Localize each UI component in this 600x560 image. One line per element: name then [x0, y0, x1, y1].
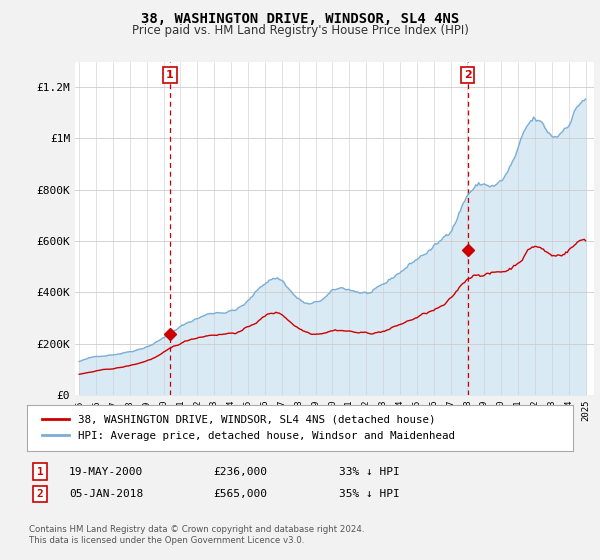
Text: 1: 1: [37, 466, 44, 477]
Text: £236,000: £236,000: [213, 466, 267, 477]
Text: 2: 2: [37, 489, 44, 499]
Text: Contains HM Land Registry data © Crown copyright and database right 2024.: Contains HM Land Registry data © Crown c…: [29, 525, 364, 534]
Text: 19-MAY-2000: 19-MAY-2000: [69, 466, 143, 477]
Text: 1: 1: [166, 70, 174, 80]
Legend: 38, WASHINGTON DRIVE, WINDSOR, SL4 4NS (detached house), HPI: Average price, det: 38, WASHINGTON DRIVE, WINDSOR, SL4 4NS (…: [38, 410, 459, 445]
Text: 33% ↓ HPI: 33% ↓ HPI: [339, 466, 400, 477]
Text: This data is licensed under the Open Government Licence v3.0.: This data is licensed under the Open Gov…: [29, 536, 304, 545]
Text: £565,000: £565,000: [213, 489, 267, 499]
Text: 38, WASHINGTON DRIVE, WINDSOR, SL4 4NS: 38, WASHINGTON DRIVE, WINDSOR, SL4 4NS: [141, 12, 459, 26]
Text: Price paid vs. HM Land Registry's House Price Index (HPI): Price paid vs. HM Land Registry's House …: [131, 24, 469, 37]
Text: 05-JAN-2018: 05-JAN-2018: [69, 489, 143, 499]
Text: 2: 2: [464, 70, 472, 80]
Text: 35% ↓ HPI: 35% ↓ HPI: [339, 489, 400, 499]
